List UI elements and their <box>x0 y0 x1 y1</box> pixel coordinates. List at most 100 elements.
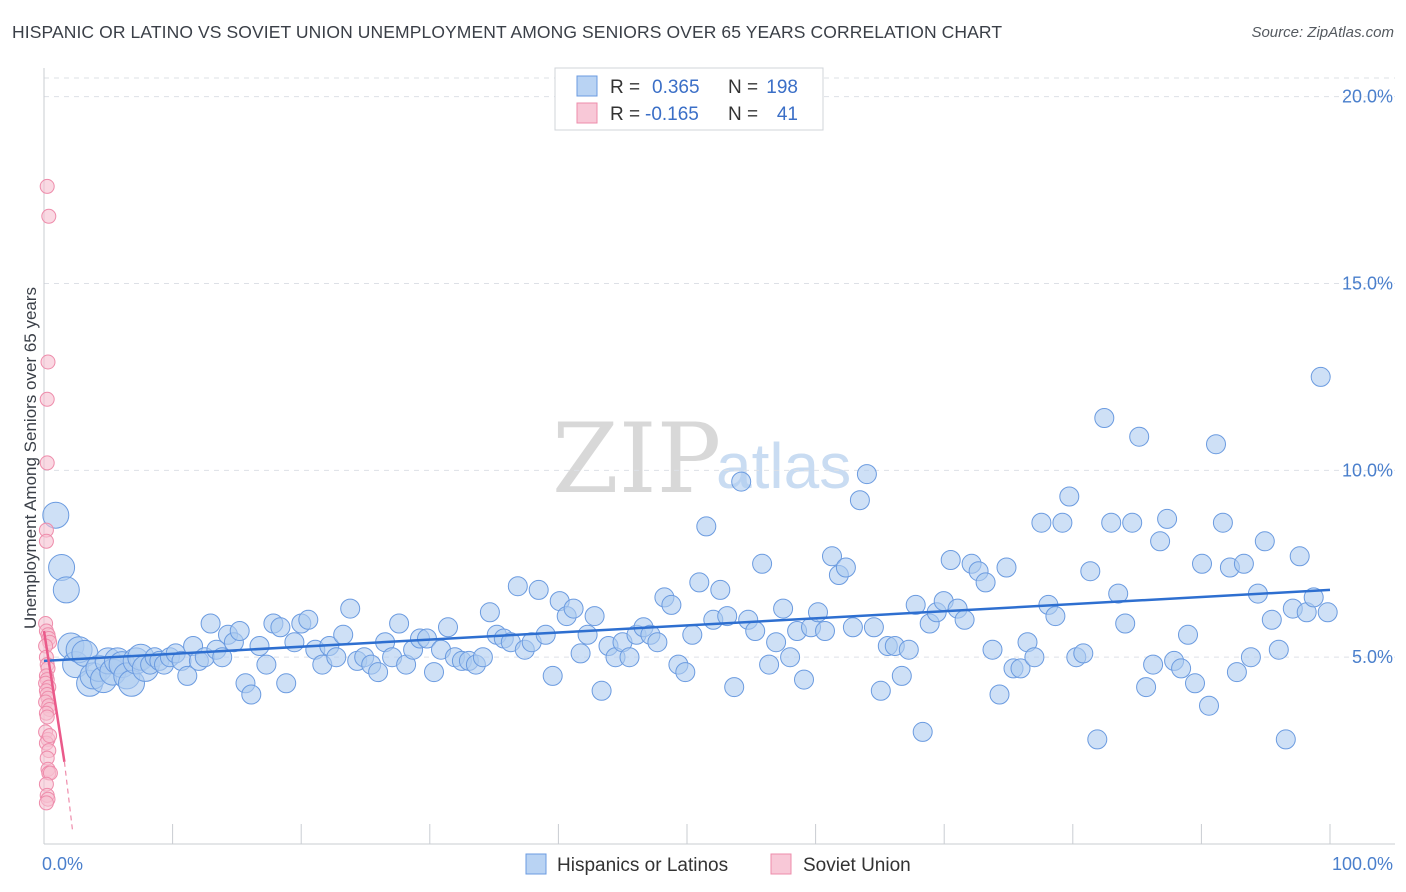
hispanic-point <box>1233 553 1254 574</box>
hispanic-point <box>975 572 996 593</box>
soviet-point <box>40 354 56 370</box>
hispanic-point <box>333 624 354 645</box>
hispanic-point <box>856 464 877 485</box>
watermark-zip: ZIP <box>552 403 721 515</box>
hispanic-point <box>1171 658 1192 679</box>
legend-n-value-2: 41 <box>777 104 798 125</box>
hispanic-point <box>256 654 277 675</box>
hispanic-point <box>1192 553 1212 574</box>
soviet-points <box>38 178 58 811</box>
watermark: ZIP atlas <box>552 403 851 515</box>
hispanic-point <box>710 579 731 600</box>
bottom-legend-swatch-blue <box>525 853 547 875</box>
y-tick-label-0: 5.0% <box>1352 647 1393 667</box>
hispanic-point <box>1052 512 1073 533</box>
hispanic-point <box>528 579 549 600</box>
legend-n-label-2: N = <box>728 104 758 125</box>
hispanic-point <box>1143 654 1164 675</box>
y-axis-title: Unemployment Among Seniors over 65 years <box>21 287 40 629</box>
hispanic-point <box>340 598 361 619</box>
bottom-legend-soviet: Soviet Union <box>803 855 911 876</box>
hispanic-point <box>1317 602 1338 623</box>
hispanic-point <box>507 576 528 597</box>
x-tick-label-0: 0.0% <box>42 854 83 874</box>
hispanic-point <box>619 647 640 668</box>
soviet-point <box>41 208 57 224</box>
hispanic-trend-line <box>43 588 1331 663</box>
hispanic-point <box>1157 508 1178 529</box>
hispanic-point <box>52 576 80 604</box>
hispanic-point <box>835 557 856 578</box>
hispanic-point <box>577 624 598 645</box>
hispanic-point <box>276 673 297 694</box>
legend-r-value-1: 0.365 <box>652 77 700 98</box>
hispanic-point <box>759 654 780 675</box>
hispanic-point <box>389 613 410 634</box>
hispanic-point <box>1031 512 1052 533</box>
legend-r-label-2: R = <box>610 104 640 125</box>
hispanic-point <box>1199 695 1219 716</box>
x-tick-labels: 0.0% 100.0% <box>42 854 1393 874</box>
hispanic-point <box>1080 561 1101 582</box>
hispanic-point <box>326 647 347 668</box>
hispanic-point <box>42 501 70 529</box>
hispanic-point <box>1129 426 1150 447</box>
legend-r-label-1: R = <box>610 77 640 98</box>
watermark-atlas: atlas <box>716 430 851 502</box>
hispanic-point <box>48 554 76 581</box>
hispanic-point <box>298 609 319 630</box>
hispanic-point <box>996 557 1017 578</box>
hispanic-point <box>229 621 250 641</box>
hispanic-point <box>815 621 835 641</box>
hispanic-point <box>570 643 591 664</box>
y-tick-label-3: 20.0% <box>1342 87 1393 107</box>
hispanic-point <box>675 662 696 683</box>
hispanic-point <box>1115 613 1136 634</box>
hispanic-point <box>1045 606 1066 627</box>
hispanic-point <box>1101 512 1122 533</box>
soviet-point <box>42 728 58 744</box>
soviet-point <box>39 178 55 194</box>
hispanic-point <box>912 721 933 742</box>
hispanic-point <box>438 617 458 638</box>
y-tick-label-1: 10.0% <box>1342 460 1393 480</box>
hispanic-point <box>542 665 563 686</box>
legend-box <box>554 67 824 131</box>
legend-swatch-pink <box>576 102 598 124</box>
hispanic-point <box>1087 729 1108 750</box>
hispanic-point <box>696 516 717 537</box>
hispanic-point <box>1094 408 1115 428</box>
hispanic-point <box>647 632 668 653</box>
hispanic-point <box>1289 546 1310 567</box>
hispanic-point <box>200 613 221 634</box>
source-label: Source: ZipAtlas.com <box>1251 24 1394 41</box>
hispanic-point <box>241 684 262 705</box>
hispanic-point <box>773 598 794 619</box>
hispanic-point <box>849 490 870 511</box>
hispanic-point <box>731 471 752 492</box>
hispanic-point <box>1178 624 1198 645</box>
hispanic-point <box>1310 366 1331 387</box>
hispanic-point <box>472 647 493 668</box>
legend-swatch-blue <box>576 75 598 97</box>
hispanic-point <box>766 632 787 653</box>
hispanic-point <box>870 680 891 701</box>
soviet-point <box>39 709 55 725</box>
hispanic-point <box>822 546 842 567</box>
hispanic-point <box>1303 587 1324 608</box>
hispanic-point <box>891 665 912 686</box>
hispanic-point <box>1122 512 1143 533</box>
hispanic-point <box>563 598 584 619</box>
y-tick-label-2: 15.0% <box>1342 274 1393 294</box>
hispanic-point <box>424 662 444 683</box>
hispanic-point <box>284 632 305 653</box>
hispanic-point <box>717 606 738 627</box>
hispanic-point <box>1136 677 1157 698</box>
hispanic-point <box>1254 531 1275 552</box>
hispanic-point <box>940 550 961 570</box>
hispanic-point <box>177 665 198 686</box>
hispanic-point <box>898 639 919 660</box>
hispanic-point <box>270 617 291 638</box>
hispanic-point <box>1275 729 1296 750</box>
